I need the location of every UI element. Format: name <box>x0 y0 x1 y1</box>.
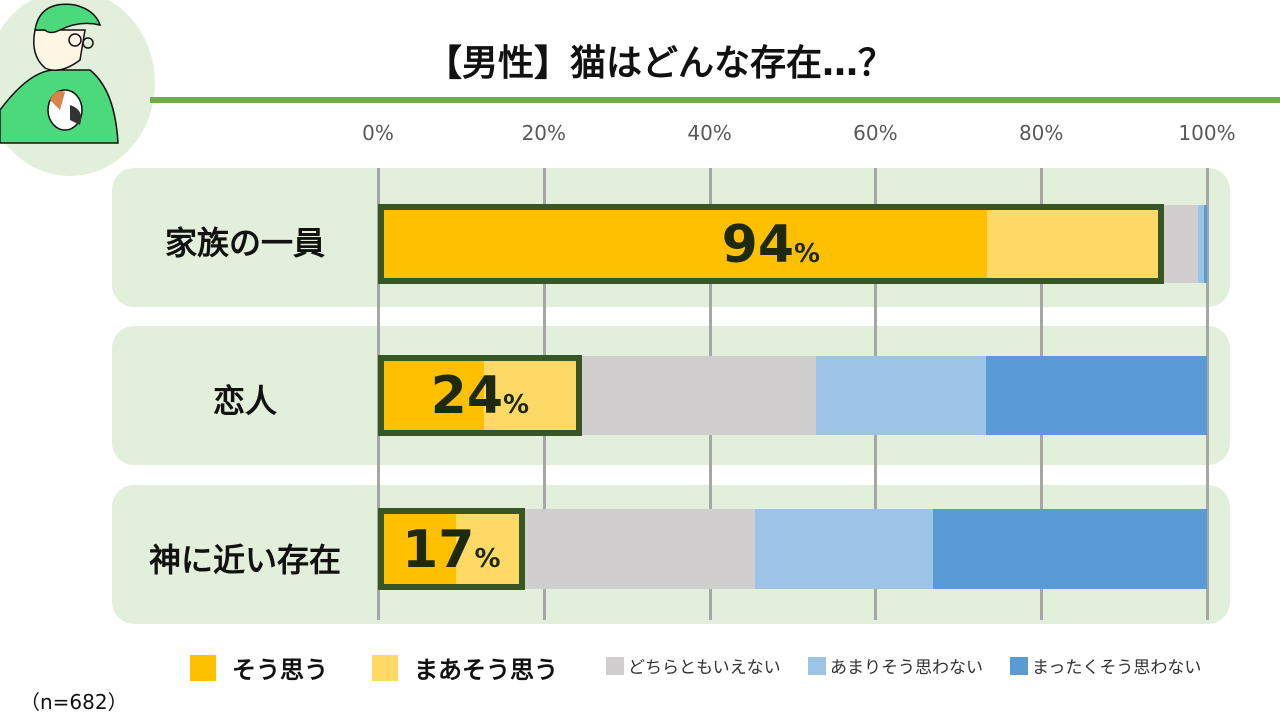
legend-item: どちらともいえない <box>606 653 781 678</box>
category-label: 家族の一員 <box>164 224 325 262</box>
category-label: 恋人 <box>212 382 277 420</box>
agree-highlight-frame <box>378 508 525 590</box>
legend-swatch <box>606 656 624 675</box>
category-label: 神に近い存在 <box>148 541 341 579</box>
bar-segment-5 <box>932 509 1208 589</box>
percentage-unit: % <box>474 544 501 574</box>
bar-segment-3 <box>577 356 817 435</box>
legend-swatch <box>808 656 826 675</box>
legend-item: まあそう思う <box>372 650 558 685</box>
bar-segment-1 <box>378 356 485 435</box>
title-underline <box>150 97 1280 103</box>
bar-segment-2 <box>455 509 522 589</box>
percentage-value: 94 <box>721 215 795 275</box>
percentage-unit: % <box>794 239 821 269</box>
agree-highlight-frame <box>378 355 582 436</box>
bar-segment-1 <box>378 509 457 589</box>
sample-size: （n=682） <box>20 690 128 714</box>
legend-item: まったくそう思わない <box>1010 653 1201 678</box>
bar-segment-5 <box>985 356 1208 435</box>
bar-segment-4 <box>755 509 934 589</box>
agree-percentage-label: 94% <box>378 209 1164 293</box>
bar-segment-5 <box>1203 205 1208 283</box>
legend-label: そう思う <box>232 656 328 684</box>
agree-highlight-frame <box>378 204 1164 284</box>
x-tick-label: 100% <box>1178 121 1236 145</box>
x-tick-label: 40% <box>687 121 732 145</box>
legend-item: そう思う <box>190 650 328 685</box>
legend-swatch <box>190 654 216 681</box>
legend-label: どちらともいえない <box>628 658 781 678</box>
percentage-value: 17 <box>402 520 475 580</box>
bar-segment-2 <box>484 356 579 435</box>
x-tick-label: 20% <box>521 121 567 145</box>
percentage-value: 24 <box>430 366 504 426</box>
man-holding-cat-illustration <box>0 3 119 144</box>
bar-segment-4 <box>815 356 987 435</box>
legend-label: まったくそう思わない <box>1032 658 1202 678</box>
agree-percentage-label: 24% <box>378 360 582 444</box>
bar-segment-4 <box>1197 205 1205 283</box>
x-tick-label: 60% <box>853 121 898 145</box>
bar-segment-2 <box>987 205 1161 283</box>
chart-title: 【男性】猫はどんな存在…？ <box>425 43 894 84</box>
bar-segment-3 <box>1159 205 1199 283</box>
legend-label: まあそう思う <box>414 656 558 684</box>
x-tick-label: 80% <box>1018 121 1064 145</box>
gridline <box>1206 168 1209 620</box>
legend-item: あまりそう思わない <box>808 653 983 678</box>
bar-segment-3 <box>520 509 756 589</box>
legend-swatch <box>372 654 398 681</box>
percentage-unit: % <box>503 390 530 420</box>
legend-label: あまりそう思わない <box>830 658 983 678</box>
legend-swatch <box>1010 656 1028 675</box>
agree-percentage-label: 17% <box>378 513 525 599</box>
bar-segment-1 <box>378 205 988 283</box>
x-tick-label: 0% <box>362 121 394 145</box>
